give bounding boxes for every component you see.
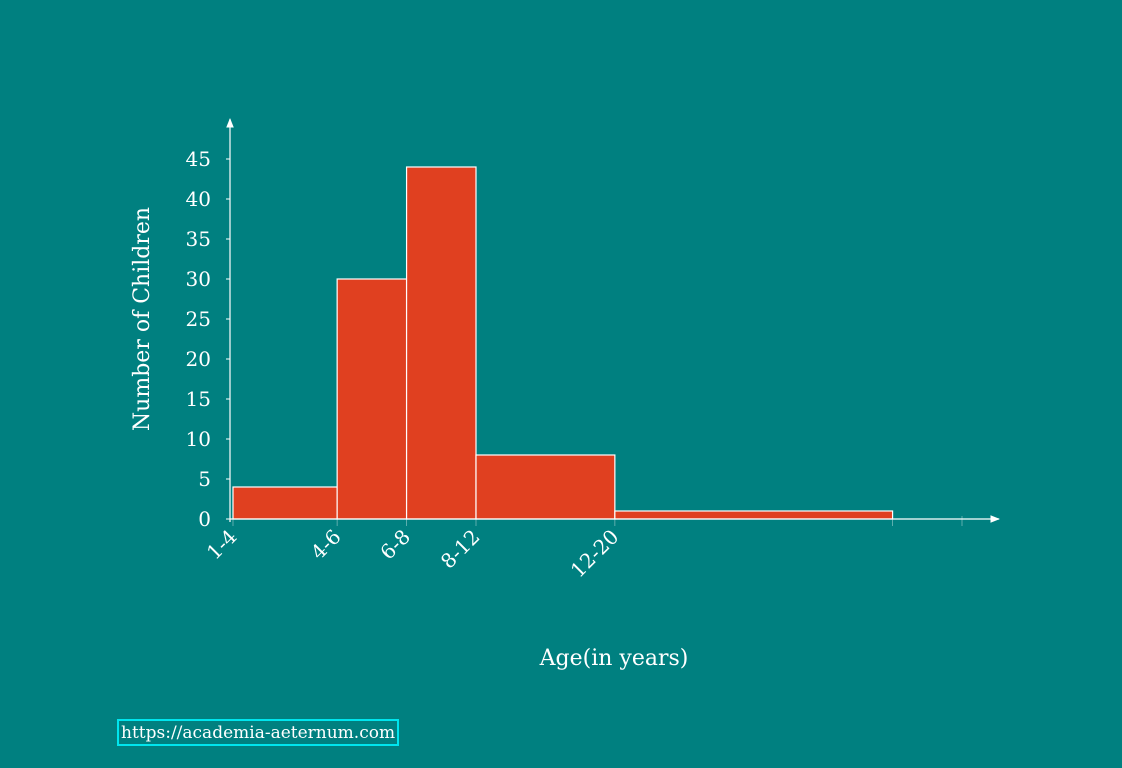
bars-group [232, 166, 894, 520]
histogram-bar-1 [232, 486, 338, 520]
x-tick-label: 4-6 [306, 525, 346, 565]
y-tick-label: 35 [186, 227, 211, 251]
histogram-bar-4 [475, 454, 616, 520]
y-tick-label: 45 [186, 147, 211, 171]
y-tick-label: 40 [186, 187, 211, 211]
y-tick-label: 15 [186, 387, 211, 411]
source-link[interactable]: https://academia-aeternum.com [117, 719, 400, 746]
y-tick-label: 30 [186, 267, 211, 291]
axes-group [226, 118, 1000, 523]
y-tick-label: 20 [186, 347, 211, 371]
y-tick-label: 10 [186, 427, 211, 451]
x-tick-label: 6-8 [375, 525, 415, 565]
y-axis-title: Number of Children [130, 207, 155, 431]
histogram-bar-5 [614, 510, 894, 520]
y-tick-label: 0 [198, 507, 211, 531]
x-tick-label: 8-12 [436, 525, 485, 574]
x-axis-title: Age(in years) [539, 646, 689, 671]
y-tick-label: 25 [186, 307, 211, 331]
x-tick-label: 12-20 [566, 525, 624, 583]
histogram-bar-2 [336, 278, 408, 520]
histogram-bar-3 [405, 166, 477, 520]
y-tick-label: 5 [198, 467, 211, 491]
